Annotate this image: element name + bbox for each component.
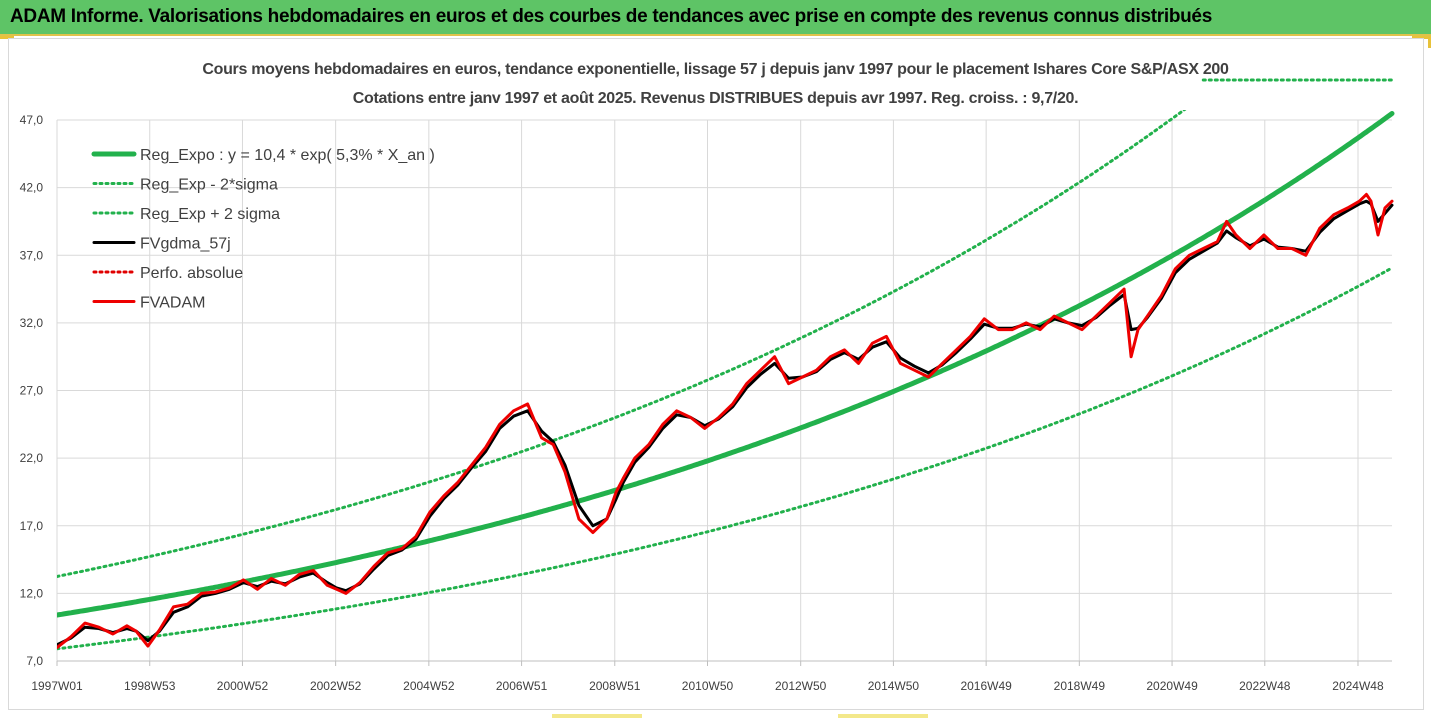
legend-item-perfo: Perfo. absolue [92,265,243,282]
chart-title: Cours moyens hebdomadaires en euros, ten… [202,61,1229,78]
x-tick-label: 2012W50 [775,679,827,693]
legend-label: Perfo. absolue [140,265,243,282]
corner-mark-right-vertical [1428,36,1431,48]
x-tick-label: 2000W52 [217,679,269,693]
y-tick-label: 47,0 [20,113,44,127]
y-tick-label: 42,0 [20,181,44,195]
legend: Reg_Expo : y = 10,4 * exp( 5,3% * X_an )… [91,147,435,312]
legend-item-reg-minus-sigma: Reg_Exp - 2*sigma [92,177,278,194]
chart-frame [8,38,1424,710]
legend-label: Reg_Expo : y = 10,4 * exp( 5,3% * X_an ) [140,147,435,164]
legend-item-fvadam: FVADAM [92,295,205,312]
x-tick-label: 2020W49 [1146,679,1198,693]
series-line [57,110,1187,578]
x-tick-label: 2016W49 [960,679,1012,693]
legend-item-reg-expo: Reg_Expo : y = 10,4 * exp( 5,3% * X_an ) [91,147,435,164]
chart-subtitle: Cotations entre janv 1997 et août 2025. … [352,90,1079,107]
series-lines [57,78,1395,651]
y-tick-label: 37,0 [20,248,44,262]
corner-mark-right [1412,36,1431,39]
series-line [57,111,1395,618]
y-tick-label: 22,0 [20,451,44,465]
corner-mark-left [0,36,14,39]
x-tick-label: 2010W50 [682,679,734,693]
x-tick-label: 2018W49 [1054,679,1106,693]
grid-lines [56,119,1392,666]
legend-item-reg-plus-sigma: Reg_Exp + 2 sigma [92,206,280,223]
y-tick-label: 32,0 [20,316,44,330]
x-tick-label: 2014W50 [868,679,920,693]
series-line [57,192,1394,649]
x-tick-label: 2002W52 [310,679,362,693]
x-tick-label: 2024W48 [1332,679,1384,693]
y-tick-label: 27,0 [20,384,44,398]
x-tick-label: 2008W51 [589,679,641,693]
x-tick-label: 1998W53 [124,679,176,693]
series-line [57,266,1394,651]
legend-label: FVADAM [140,295,205,312]
bottom-mark-left [552,714,642,718]
legend-item-fvgdma: FVgdma_57j [92,236,231,253]
x-tick-label: 2006W51 [496,679,548,693]
y-tick-label: 12,0 [20,586,44,600]
y-tick-label: 7,0 [26,654,43,668]
y-axis-ticks: 7,0 12,0 17,0 22,0 27,0 32,0 37,0 42,0 47,0 [20,113,44,668]
legend-label: Reg_Exp - 2*sigma [140,177,278,194]
bottom-mark-right [838,714,928,718]
page-title: ADAM Informe. Valorisations hebdomadaire… [10,6,1212,27]
y-tick-label: 17,0 [20,519,44,533]
x-tick-label: 2004W52 [403,679,455,693]
header-banner: ADAM Informe. Valorisations hebdomadaire… [0,0,1431,36]
x-axis-ticks: 1997W01 1998W53 2000W52 2002W52 2004W52 2006W… [31,679,1384,693]
x-tick-label: 2022W48 [1239,679,1291,693]
legend-label: FVgdma_57j [140,236,231,253]
legend-label: Reg_Exp + 2 sigma [140,206,280,223]
x-tick-label: 1997W01 [31,679,83,693]
